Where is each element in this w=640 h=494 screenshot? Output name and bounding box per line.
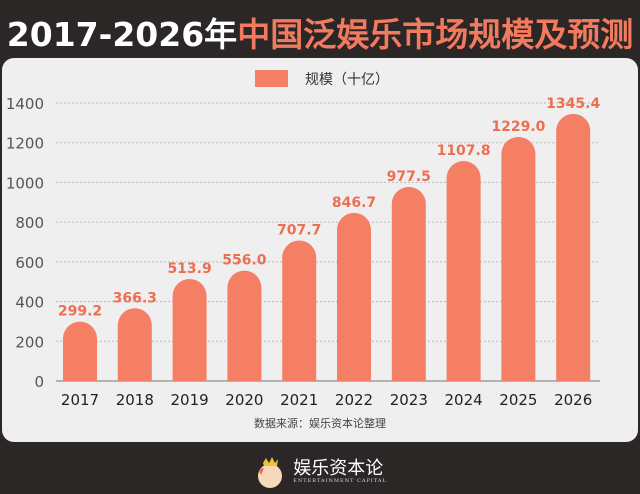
bar xyxy=(172,278,207,381)
bar xyxy=(282,240,317,381)
y-tick-label: 400 xyxy=(15,294,44,312)
x-tick-label: 2020 xyxy=(225,391,263,409)
value-label: 846.7 xyxy=(332,195,376,211)
y-tick-label: 1200 xyxy=(6,135,44,153)
y-tick-label: 0 xyxy=(34,373,44,391)
x-tick-label: 2023 xyxy=(390,391,428,409)
bar xyxy=(501,136,536,381)
x-tick-label: 2026 xyxy=(554,391,592,409)
footer-logo: 娱乐资本论 ENTERTAINMENT CAPITAL xyxy=(0,450,640,494)
y-tick-label: 600 xyxy=(15,254,44,272)
y-tick-label: 200 xyxy=(15,333,44,351)
value-label: 1107.8 xyxy=(437,143,491,159)
value-label: 556.0 xyxy=(222,253,267,269)
x-tick-label: 2019 xyxy=(171,391,209,409)
y-tick-label: 1000 xyxy=(6,174,44,192)
bar xyxy=(446,161,481,381)
x-tick-label: 2025 xyxy=(499,391,537,409)
x-tick-label: 2018 xyxy=(116,391,154,409)
x-tick-label: 2022 xyxy=(335,391,373,409)
bar xyxy=(117,308,152,381)
title-part-year: 2017-2026年 xyxy=(6,15,238,54)
value-label: 1229.0 xyxy=(491,119,545,135)
data-source: 数据来源：娱乐资本论整理 xyxy=(254,417,386,430)
mascot-logo-icon xyxy=(258,457,283,488)
title-part-topic: 中国泛娱乐市场规模及预测 xyxy=(237,15,634,54)
y-tick-label: 800 xyxy=(15,214,44,232)
value-label: 366.3 xyxy=(113,290,157,306)
bar xyxy=(63,321,97,381)
legend-label: 规模（十亿） xyxy=(305,72,389,88)
logo-subtitle: ENTERTAINMENT CAPITAL xyxy=(293,478,387,484)
x-tick-label: 2024 xyxy=(445,391,483,409)
value-label: 1345.4 xyxy=(546,96,600,112)
value-label: 513.9 xyxy=(167,261,211,277)
value-label: 299.2 xyxy=(58,304,102,320)
y-tick-label: 1400 xyxy=(6,95,44,113)
value-label: 977.5 xyxy=(387,169,431,185)
logo-name: 娱乐资本论 xyxy=(293,458,384,479)
bar xyxy=(391,186,426,381)
bar xyxy=(337,212,371,381)
bar xyxy=(556,113,591,382)
bar xyxy=(227,270,262,381)
value-label: 707.7 xyxy=(277,222,321,238)
x-tick-label: 2021 xyxy=(280,391,318,409)
legend-swatch xyxy=(255,70,288,87)
x-tick-label: 2017 xyxy=(61,391,99,409)
page-title: 2017-2026年中国泛娱乐市场规模及预测 xyxy=(0,8,640,56)
